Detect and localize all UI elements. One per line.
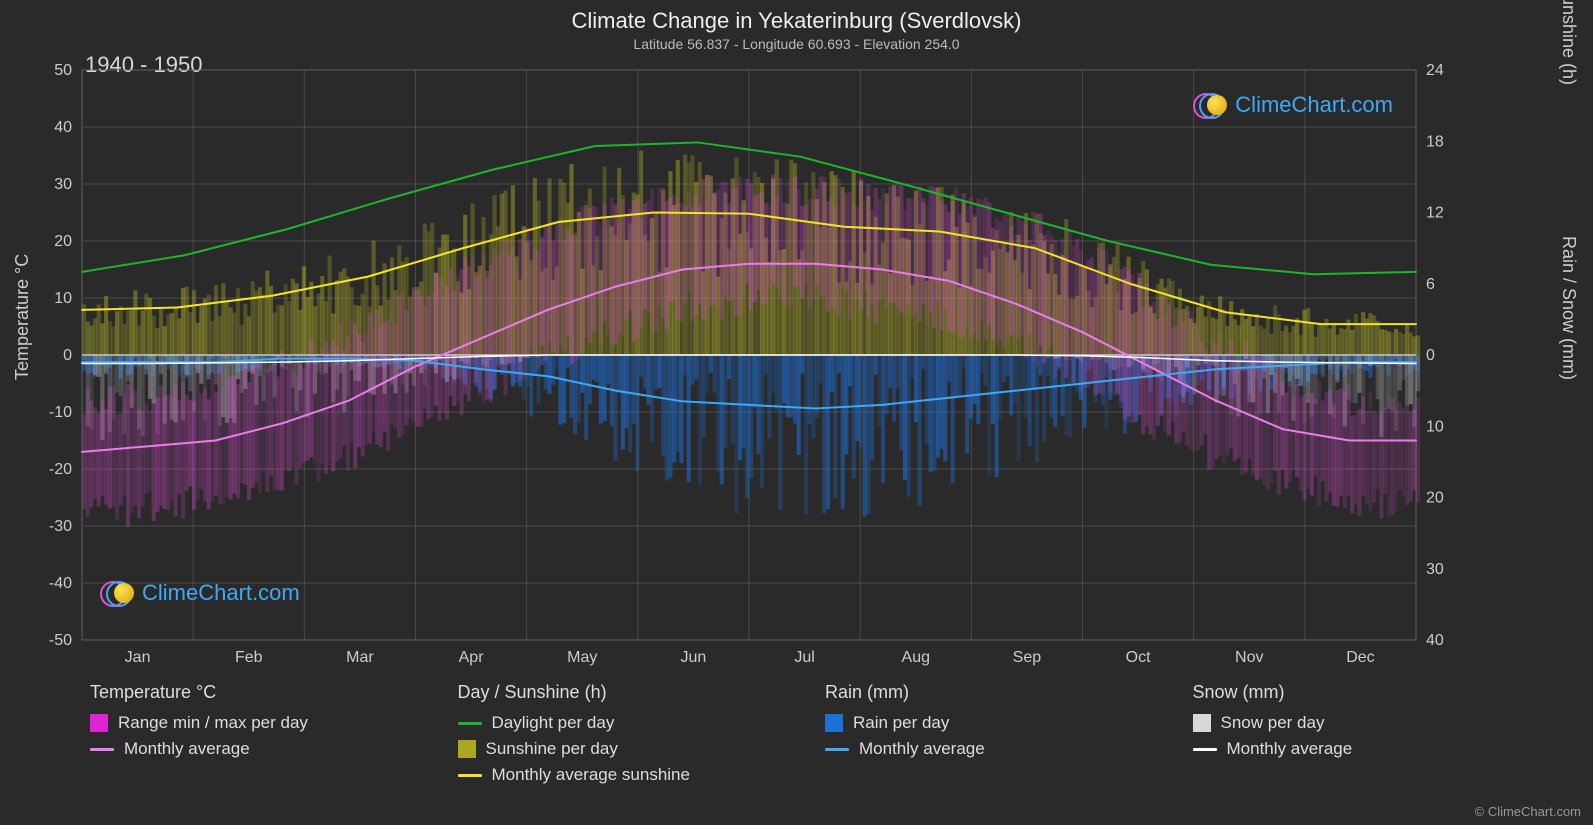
svg-text:Sep: Sep [1013,649,1042,666]
legend-item: Snow per day [1193,713,1501,733]
right-axis-bottom-label: Rain / Snow (mm) [1558,236,1579,380]
legend-label: Monthly average [124,739,250,759]
legend-label: Monthly average sunshine [492,765,690,785]
svg-text:Mar: Mar [346,649,374,666]
legend-label: Monthly average [859,739,985,759]
legend-swatch [1193,748,1217,751]
svg-text:6: 6 [1426,276,1435,293]
svg-text:20: 20 [54,233,72,250]
svg-text:40: 40 [54,119,72,136]
svg-text:20: 20 [1426,490,1444,507]
legend-label: Daylight per day [492,713,615,733]
svg-text:50: 50 [54,62,72,79]
legend-label: Rain per day [853,713,949,733]
legend-swatch [90,748,114,751]
svg-text:10: 10 [54,290,72,307]
legend-swatch [90,714,108,732]
svg-text:0: 0 [63,347,72,364]
watermark-logo-icon [1193,92,1227,118]
legend-column: Day / Sunshine (h) Daylight per day Sunshi… [458,682,766,791]
legend-item: Monthly average sunshine [458,765,766,785]
watermark-text: ClimeChart.com [1235,92,1393,118]
legend-swatch [825,714,843,732]
legend-column: Snow (mm) Snow per day Monthly average [1193,682,1501,791]
right-axis-top-label: Day / Sunshine (h) [1558,0,1579,85]
svg-text:Nov: Nov [1235,649,1263,666]
svg-text:18: 18 [1426,133,1444,150]
svg-text:-20: -20 [49,461,72,478]
svg-text:-30: -30 [49,518,72,535]
legend-item: Daylight per day [458,713,766,733]
legend-swatch [458,740,476,758]
legend-label: Sunshine per day [486,739,618,759]
svg-text:Jun: Jun [681,649,707,666]
legend-item: Rain per day [825,713,1133,733]
legend-swatch [825,748,849,751]
svg-text:May: May [567,649,597,666]
svg-text:0: 0 [1426,347,1435,364]
svg-text:Jul: Jul [794,649,814,666]
watermark-logo-icon [100,580,134,606]
legend-column: Temperature °C Range min / max per day Mon… [90,682,398,791]
svg-text:Oct: Oct [1126,649,1151,666]
legend-area: Temperature °C Range min / max per day Mon… [90,682,1500,791]
legend-column: Rain (mm) Rain per day Monthly average [825,682,1133,791]
svg-text:30: 30 [54,176,72,193]
legend-heading: Rain (mm) [825,682,1133,703]
legend-heading: Temperature °C [90,682,398,703]
legend-label: Monthly average [1227,739,1353,759]
legend-label: Snow per day [1221,713,1325,733]
svg-text:10: 10 [1426,418,1444,435]
svg-text:12: 12 [1426,205,1444,222]
legend-item: Sunshine per day [458,739,766,759]
svg-text:Aug: Aug [902,649,930,666]
watermark-bottom: ClimeChart.com [100,580,300,606]
legend-item: Monthly average [825,739,1133,759]
legend-heading: Day / Sunshine (h) [458,682,766,703]
svg-text:Dec: Dec [1346,649,1374,666]
watermark-top: ClimeChart.com [1193,92,1393,118]
svg-text:30: 30 [1426,561,1444,578]
svg-text:Apr: Apr [459,649,485,666]
svg-text:Feb: Feb [235,649,263,666]
svg-text:24: 24 [1426,62,1444,79]
legend-label: Range min / max per day [118,713,308,733]
svg-text:40: 40 [1426,632,1444,649]
legend-swatch [1193,714,1211,732]
legend-swatch [458,722,482,725]
legend-item: Range min / max per day [90,713,398,733]
svg-text:-50: -50 [49,632,72,649]
watermark-text: ClimeChart.com [142,580,300,606]
legend-swatch [458,774,482,777]
legend-item: Monthly average [90,739,398,759]
legend-heading: Snow (mm) [1193,682,1501,703]
copyright-text: © ClimeChart.com [1475,804,1581,819]
svg-text:-10: -10 [49,404,72,421]
svg-text:-40: -40 [49,575,72,592]
svg-text:Jan: Jan [125,649,151,666]
legend-item: Monthly average [1193,739,1501,759]
